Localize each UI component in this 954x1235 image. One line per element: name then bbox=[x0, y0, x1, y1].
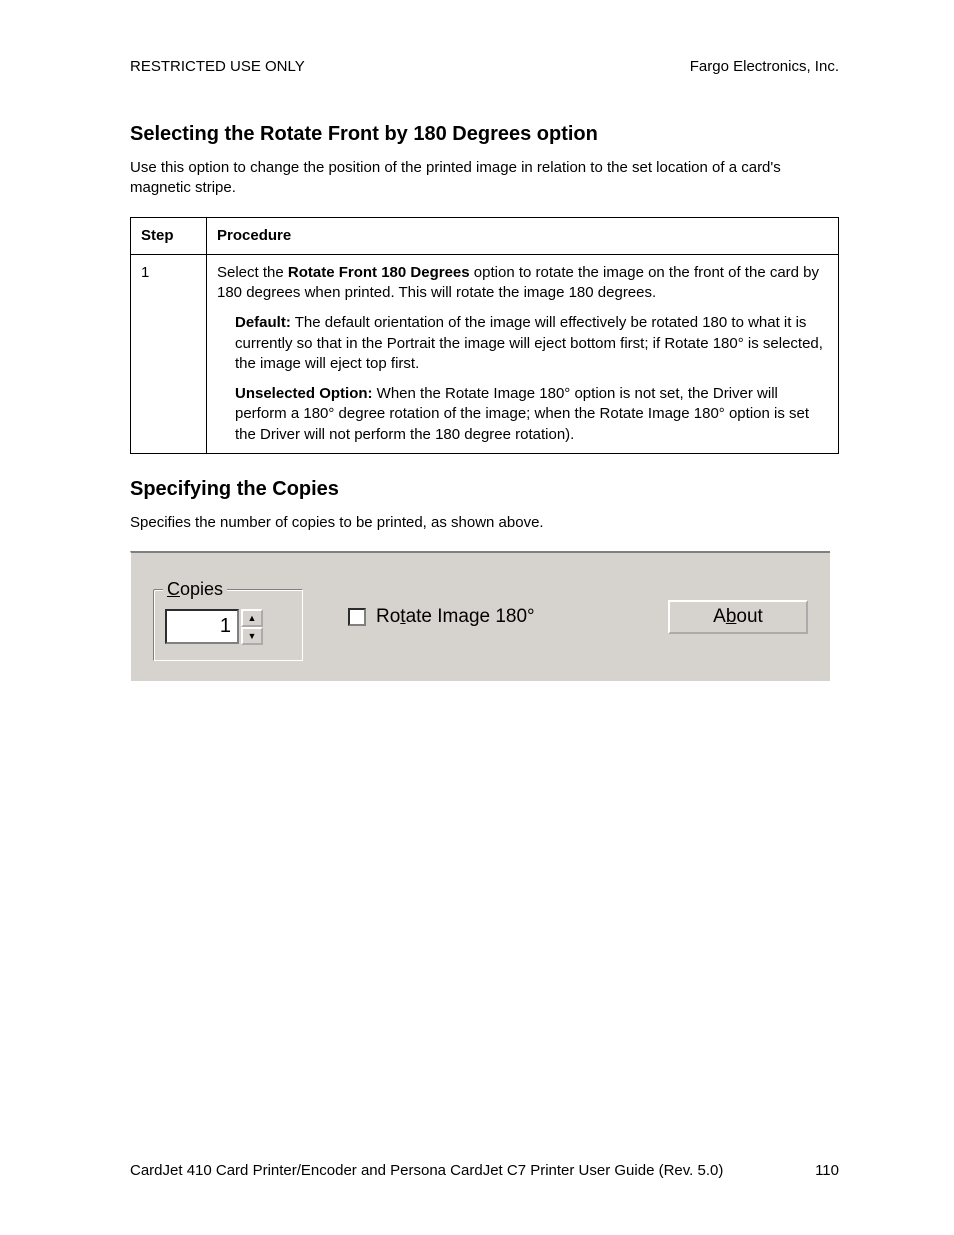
rotate-checkbox[interactable] bbox=[348, 608, 366, 626]
section1-title: Selecting the Rotate Front by 180 Degree… bbox=[130, 123, 839, 146]
th-procedure: Procedure bbox=[207, 217, 839, 254]
footer-page-number: 110 bbox=[815, 1162, 839, 1179]
proc-unselected: Unselected Option: When the Rotate Image… bbox=[235, 384, 828, 445]
spinner-buttons: ▲ ▼ bbox=[241, 609, 263, 645]
default-label: Default: bbox=[235, 314, 291, 331]
procedure-cell: Select the Rotate Front 180 Degrees opti… bbox=[207, 254, 839, 453]
rotate-label-post: ate Image 180° bbox=[406, 606, 535, 627]
proc-default: Default: The default orientation of the … bbox=[235, 313, 828, 374]
default-text: The default orientation of the image wil… bbox=[235, 314, 823, 372]
rotate-label-pre: Ro bbox=[376, 606, 400, 627]
copies-spinner[interactable]: 1 ▲ ▼ bbox=[165, 609, 263, 645]
header-right: Fargo Electronics, Inc. bbox=[690, 58, 839, 75]
rotate-checkbox-row[interactable]: Rotate Image 180° bbox=[348, 606, 535, 628]
about-u: b bbox=[726, 606, 737, 628]
ui-panel: Copies 1 ▲ ▼ Rotate Image 180° About bbox=[130, 551, 830, 681]
groupbox-legend: Copies bbox=[163, 579, 227, 600]
proc-line1: Select the Rotate Front 180 Degrees opti… bbox=[217, 263, 828, 304]
legend-rest: opies bbox=[180, 579, 223, 599]
section2-intro: Specifies the number of copies to be pri… bbox=[130, 513, 839, 533]
copies-value[interactable]: 1 bbox=[165, 609, 239, 644]
section1-intro: Use this option to change the position o… bbox=[130, 158, 839, 199]
proc-line1-bold: Rotate Front 180 Degrees bbox=[288, 264, 470, 281]
about-post: out bbox=[736, 606, 762, 628]
spin-down-button[interactable]: ▼ bbox=[241, 627, 263, 645]
copies-groupbox: Copies 1 ▲ ▼ bbox=[153, 579, 303, 661]
unselected-label: Unselected Option: bbox=[235, 385, 373, 402]
footer-left: CardJet 410 Card Printer/Encoder and Per… bbox=[130, 1162, 723, 1179]
legend-underline: C bbox=[167, 579, 180, 599]
header-left: RESTRICTED USE ONLY bbox=[130, 58, 305, 75]
proc-line1-pre: Select the bbox=[217, 264, 288, 281]
procedure-table: Step Procedure 1 Select the Rotate Front… bbox=[130, 217, 839, 454]
step-number: 1 bbox=[131, 254, 207, 453]
spin-up-button[interactable]: ▲ bbox=[241, 609, 263, 627]
section2-title: Specifying the Copies bbox=[130, 478, 839, 501]
about-button[interactable]: About bbox=[668, 600, 808, 634]
rotate-label: Rotate Image 180° bbox=[376, 606, 535, 628]
about-pre: A bbox=[713, 606, 726, 628]
th-step: Step bbox=[131, 217, 207, 254]
